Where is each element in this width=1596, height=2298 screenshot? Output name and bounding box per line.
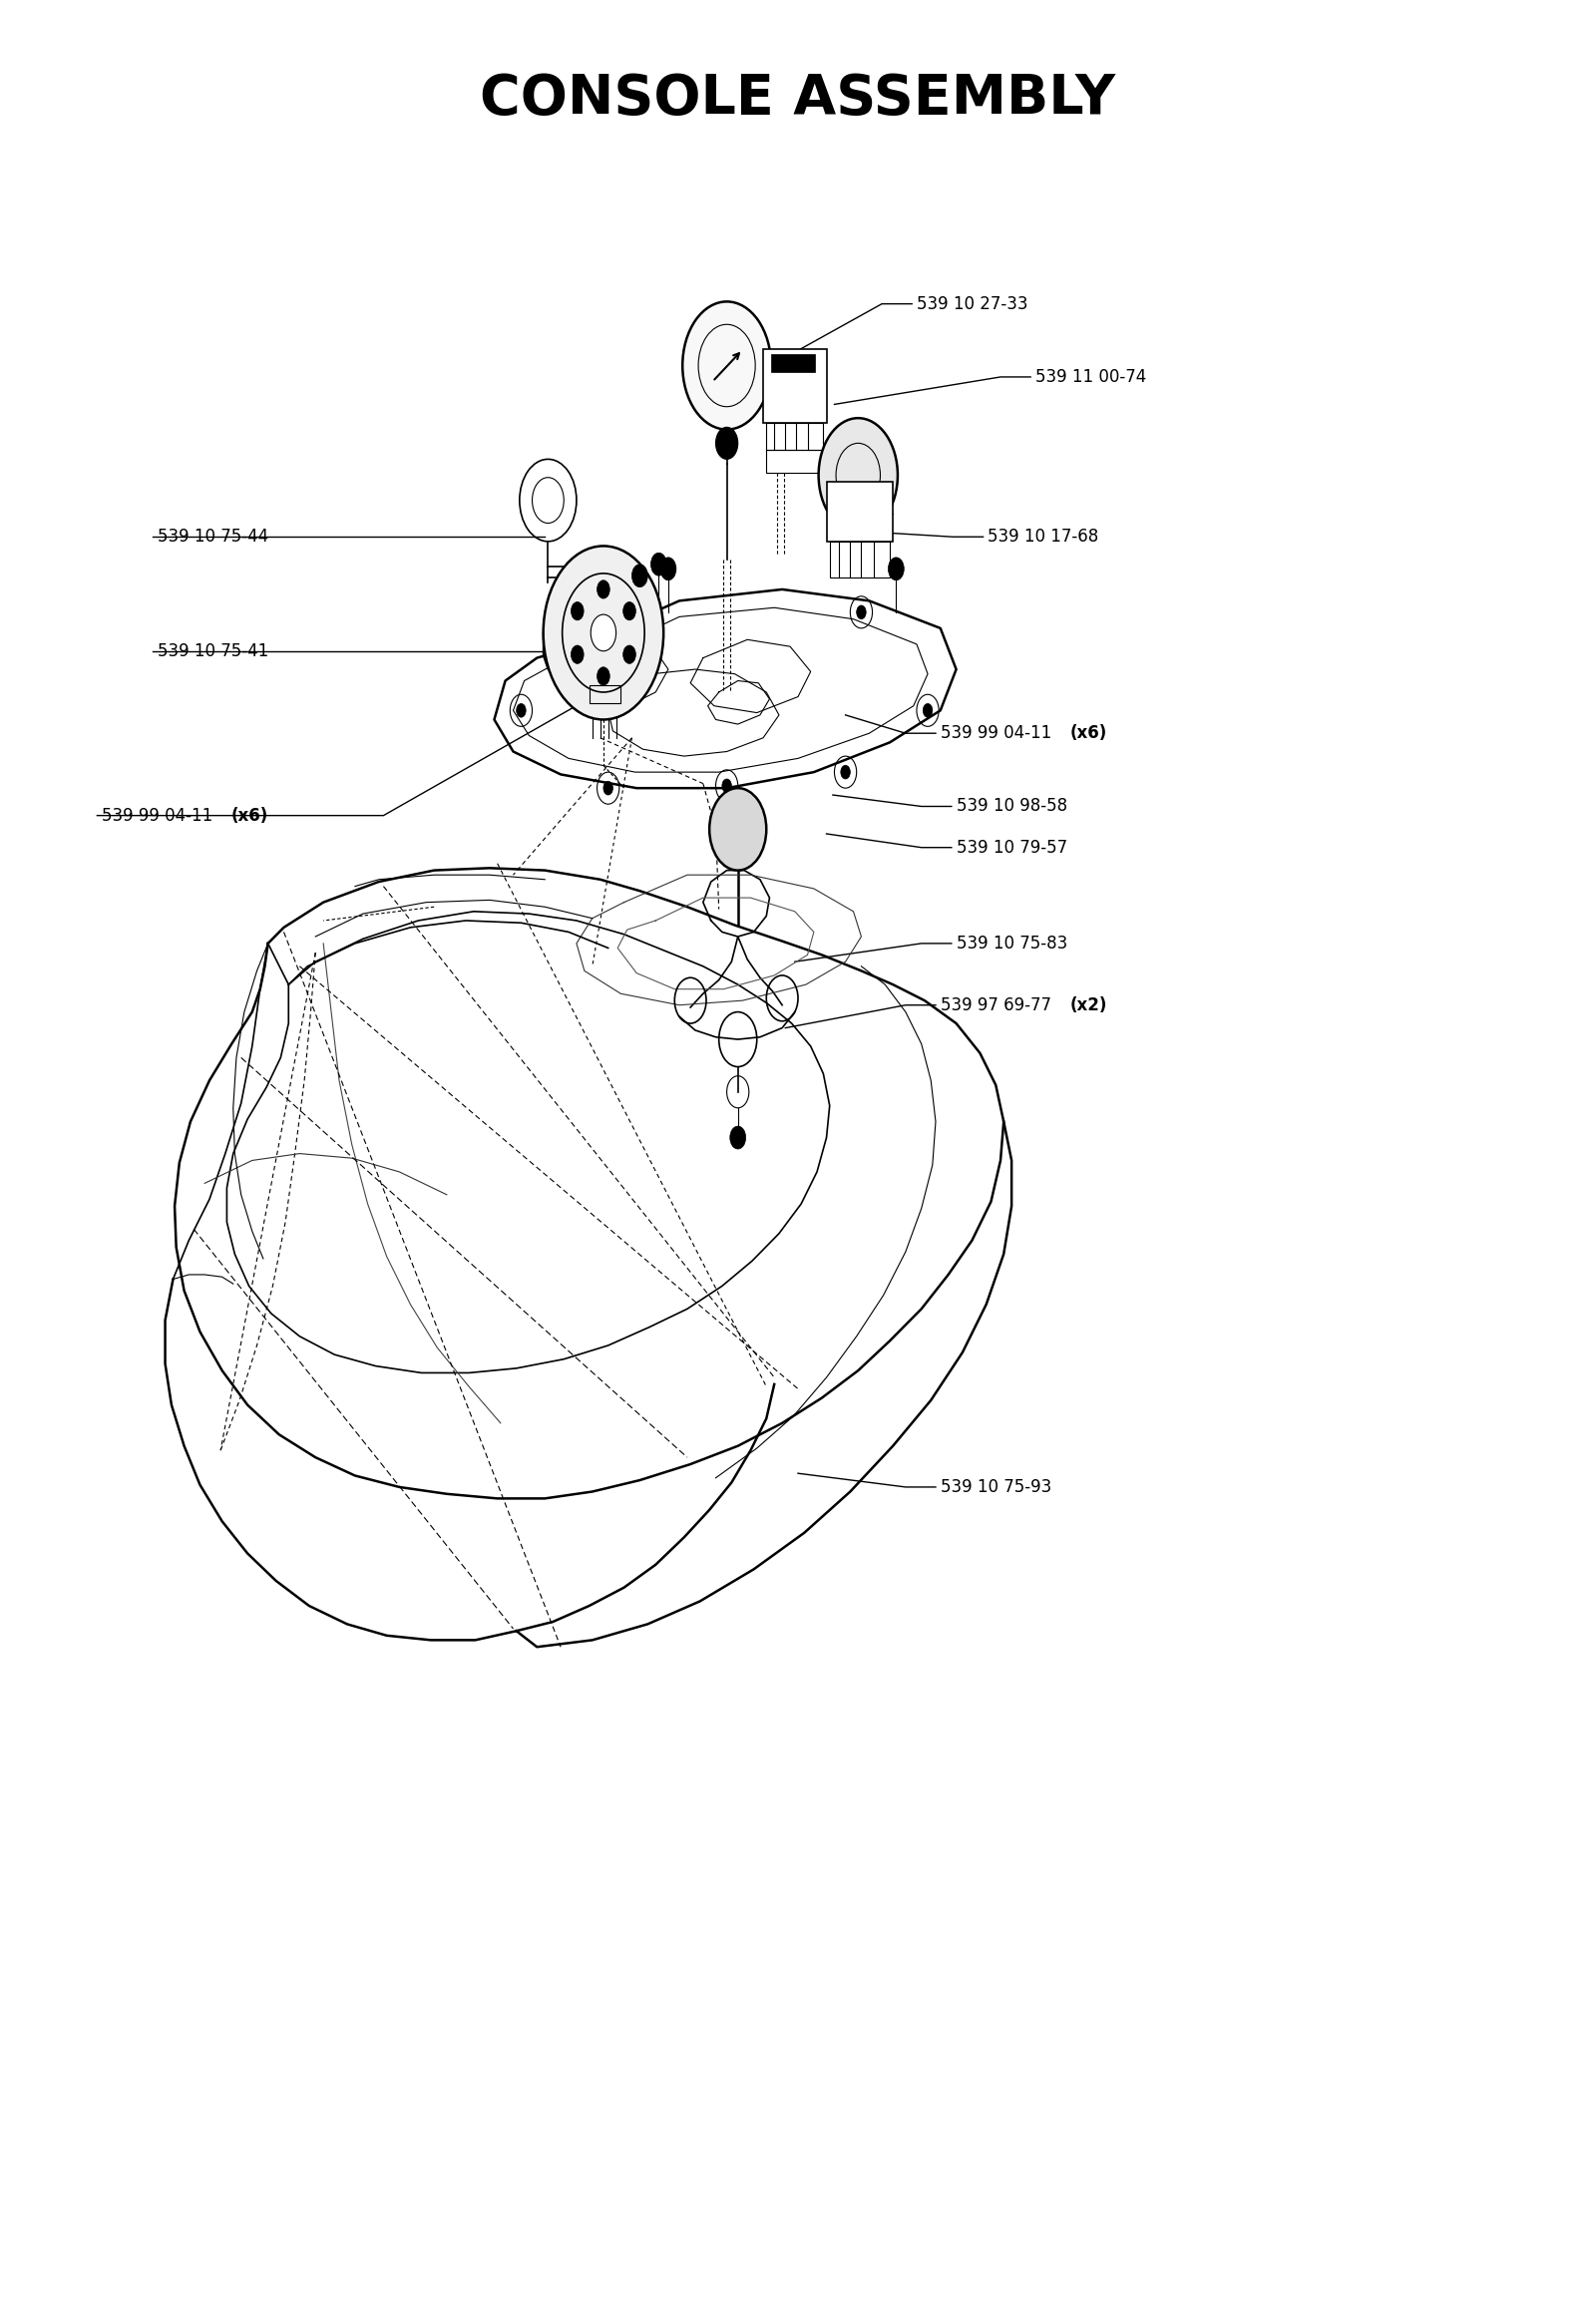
Text: 539 10 75-93: 539 10 75-93 (940, 1478, 1052, 1496)
Text: 539 10 27-33: 539 10 27-33 (916, 294, 1028, 313)
Bar (771, 354, 816, 372)
Circle shape (622, 646, 635, 664)
Circle shape (683, 301, 771, 430)
Circle shape (597, 581, 610, 597)
Circle shape (841, 765, 851, 779)
Circle shape (571, 602, 584, 620)
Text: 539 97 69-77: 539 97 69-77 (940, 995, 1057, 1013)
Circle shape (651, 554, 667, 577)
Bar (763, 349, 827, 423)
Circle shape (591, 614, 616, 650)
Bar (766, 450, 824, 473)
Text: 539 99 04-11: 539 99 04-11 (940, 724, 1057, 742)
Circle shape (543, 547, 664, 719)
Circle shape (517, 703, 525, 717)
Circle shape (819, 418, 897, 533)
Circle shape (889, 558, 903, 581)
Circle shape (571, 646, 584, 664)
Text: (x6): (x6) (1069, 724, 1106, 742)
Circle shape (632, 565, 648, 586)
Text: 539 10 79-57: 539 10 79-57 (956, 839, 1068, 857)
Bar (589, 685, 621, 703)
Circle shape (721, 779, 731, 793)
Text: 539 99 04-11: 539 99 04-11 (102, 807, 219, 825)
Text: 539 10 98-58: 539 10 98-58 (956, 797, 1068, 816)
Circle shape (729, 1126, 745, 1149)
Circle shape (715, 427, 737, 460)
Circle shape (922, 703, 932, 717)
Text: 539 11 00-74: 539 11 00-74 (1036, 368, 1146, 386)
Text: 539 10 75-44: 539 10 75-44 (158, 529, 268, 547)
Text: 539 10 17-68: 539 10 17-68 (988, 529, 1098, 547)
Circle shape (603, 781, 613, 795)
Text: CONSOLE ASSEMBLY: CONSOLE ASSEMBLY (480, 71, 1116, 124)
Text: (x2): (x2) (1069, 995, 1106, 1013)
Circle shape (661, 558, 677, 581)
Circle shape (857, 604, 867, 618)
Text: (x6): (x6) (231, 807, 268, 825)
Bar (830, 542, 889, 579)
Text: 539 10 75-41: 539 10 75-41 (158, 641, 268, 660)
Text: 539 10 75-83: 539 10 75-83 (956, 935, 1068, 951)
Circle shape (597, 666, 610, 685)
Circle shape (709, 788, 766, 871)
Circle shape (622, 602, 635, 620)
Bar (766, 423, 824, 450)
Bar (827, 483, 892, 542)
